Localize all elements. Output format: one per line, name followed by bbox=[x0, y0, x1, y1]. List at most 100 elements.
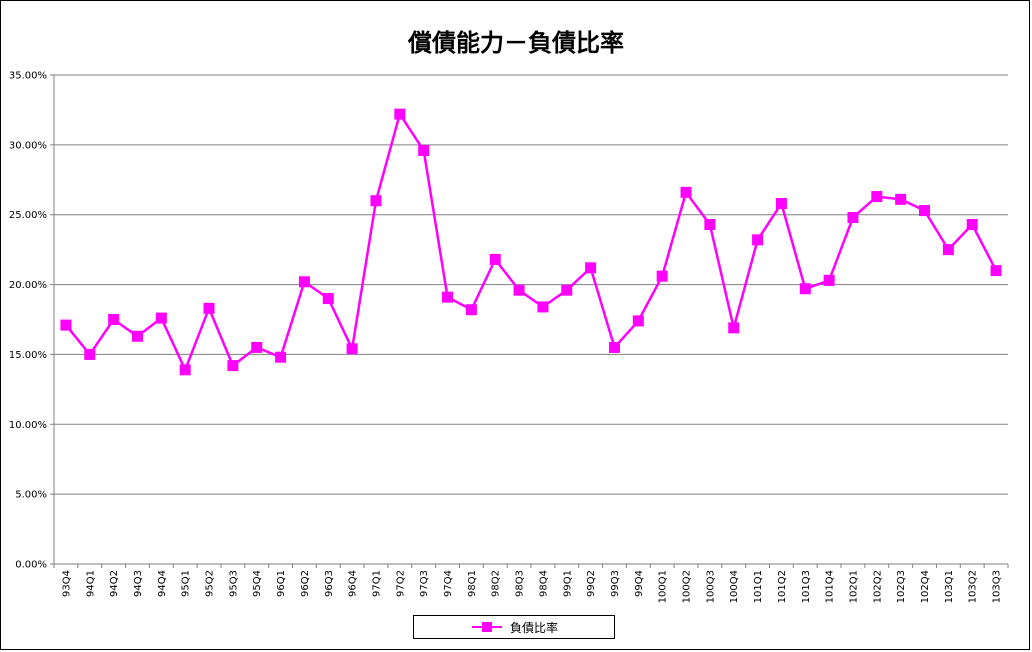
data-point bbox=[942, 244, 954, 256]
x-tick-label: 98Q4 bbox=[538, 570, 549, 597]
data-point bbox=[895, 193, 907, 205]
x-tick-label: 99Q1 bbox=[562, 570, 573, 597]
data-point bbox=[775, 198, 787, 210]
legend: 負債比率 bbox=[413, 615, 615, 639]
x-tick-label: 94Q2 bbox=[109, 570, 120, 597]
y-tick-label: 0.00% bbox=[15, 560, 47, 571]
y-tick-label: 20.00% bbox=[9, 280, 47, 291]
data-point bbox=[227, 360, 239, 372]
data-point bbox=[203, 302, 215, 314]
y-tick-labels: 0.00% 5.00% 10.00% 15.00% 20.00% 25.00% 30.00%… bbox=[9, 71, 47, 571]
data-point bbox=[990, 265, 1002, 277]
x-tick-label: 102Q2 bbox=[872, 570, 883, 603]
x-tick-label: 98Q1 bbox=[467, 570, 478, 597]
data-point bbox=[919, 205, 931, 217]
x-tick-label: 101Q4 bbox=[825, 570, 836, 603]
legend-label: 負債比率 bbox=[509, 620, 558, 635]
y-tick-label: 35.00% bbox=[9, 71, 47, 82]
x-tick-label: 102Q4 bbox=[920, 570, 931, 603]
data-point bbox=[537, 301, 549, 313]
x-tick-label: 100Q2 bbox=[682, 570, 693, 603]
x-tick-label: 97Q3 bbox=[419, 570, 430, 597]
data-point bbox=[704, 218, 716, 230]
grid-lines bbox=[54, 74, 1008, 565]
data-point bbox=[84, 348, 96, 360]
y-tick-label: 10.00% bbox=[9, 420, 47, 431]
x-tick-label: 99Q3 bbox=[610, 570, 621, 597]
data-point bbox=[871, 191, 883, 203]
y-tick-label: 25.00% bbox=[9, 210, 47, 221]
series-layer bbox=[60, 108, 1002, 376]
x-tick-label: 99Q4 bbox=[634, 570, 645, 597]
x-tick-label: 98Q3 bbox=[515, 570, 526, 597]
data-point bbox=[561, 284, 573, 296]
x-tick-label: 103Q2 bbox=[968, 570, 979, 603]
data-point bbox=[442, 291, 454, 303]
x-tick-label: 95Q2 bbox=[205, 570, 216, 597]
data-point bbox=[155, 312, 167, 324]
data-point bbox=[632, 315, 644, 327]
x-tick-label: 100Q3 bbox=[705, 570, 716, 603]
x-tick-label: 102Q3 bbox=[896, 570, 907, 603]
data-point bbox=[585, 262, 597, 274]
data-point bbox=[60, 319, 72, 331]
x-tick-label: 96Q1 bbox=[276, 570, 287, 597]
x-tick-label: 101Q1 bbox=[753, 570, 764, 603]
data-point bbox=[108, 314, 120, 325]
data-point bbox=[251, 341, 263, 353]
y-tick-label: 30.00% bbox=[9, 140, 47, 151]
axes bbox=[50, 74, 1009, 568]
x-tick-label: 94Q3 bbox=[133, 570, 144, 597]
data-point bbox=[275, 351, 287, 363]
data-point bbox=[752, 234, 764, 246]
data-point bbox=[370, 195, 382, 207]
x-tick-label: 100Q1 bbox=[658, 570, 669, 603]
data-point bbox=[656, 270, 668, 282]
data-point bbox=[465, 304, 477, 316]
x-tick-label: 94Q1 bbox=[85, 570, 96, 597]
data-point bbox=[966, 218, 978, 230]
series-line bbox=[64, 112, 998, 372]
x-tick-label: 101Q2 bbox=[777, 570, 788, 603]
data-point bbox=[847, 212, 859, 224]
x-tick-labels: 93Q4 94Q1 94Q2 94Q3 94Q4 95Q1 95Q2 95Q3 95Q4 96Q1… bbox=[61, 570, 1002, 603]
data-point bbox=[608, 341, 620, 353]
data-point bbox=[680, 186, 692, 198]
x-tick-label: 95Q3 bbox=[228, 570, 239, 597]
line-chart: 0.00% 5.00% 10.00% 15.00% 20.00% 25.00% 30.00%… bbox=[9, 71, 1009, 603]
data-point bbox=[799, 283, 811, 295]
data-point bbox=[823, 274, 835, 286]
data-point bbox=[322, 293, 334, 305]
x-tick-label: 96Q3 bbox=[324, 570, 335, 597]
x-tick-label: 96Q4 bbox=[348, 570, 359, 597]
x-tick-label: 96Q2 bbox=[300, 570, 311, 597]
data-point bbox=[513, 284, 525, 296]
data-point bbox=[489, 253, 501, 265]
x-tick-label: 101Q3 bbox=[801, 570, 812, 603]
x-tick-label: 93Q4 bbox=[61, 570, 72, 597]
data-point bbox=[298, 276, 310, 288]
y-tick-label: 15.00% bbox=[9, 350, 47, 361]
data-point bbox=[179, 364, 191, 376]
x-tick-label: 102Q1 bbox=[848, 570, 859, 603]
data-point bbox=[346, 343, 358, 355]
x-tick-label: 97Q4 bbox=[443, 570, 454, 597]
x-tick-label: 103Q1 bbox=[944, 570, 955, 603]
x-tick-label: 99Q2 bbox=[586, 570, 597, 597]
x-tick-label: 95Q4 bbox=[252, 570, 263, 597]
y-tick-label: 5.00% bbox=[15, 490, 47, 501]
x-tick-label: 94Q4 bbox=[157, 570, 168, 597]
x-tick-label: 100Q4 bbox=[729, 570, 740, 603]
chart-title: 償債能力－負債比率 bbox=[408, 29, 624, 57]
legend-line-marker-icon bbox=[471, 622, 502, 632]
data-point bbox=[131, 330, 143, 342]
x-tick-label: 97Q1 bbox=[371, 570, 382, 597]
x-tick-label: 95Q1 bbox=[181, 570, 192, 597]
data-point bbox=[728, 322, 740, 334]
x-tick-label: 103Q3 bbox=[992, 570, 1003, 603]
data-point bbox=[394, 108, 406, 120]
data-point bbox=[418, 144, 430, 156]
x-tick-label: 98Q2 bbox=[491, 570, 502, 597]
x-tick-label: 97Q2 bbox=[395, 570, 406, 597]
